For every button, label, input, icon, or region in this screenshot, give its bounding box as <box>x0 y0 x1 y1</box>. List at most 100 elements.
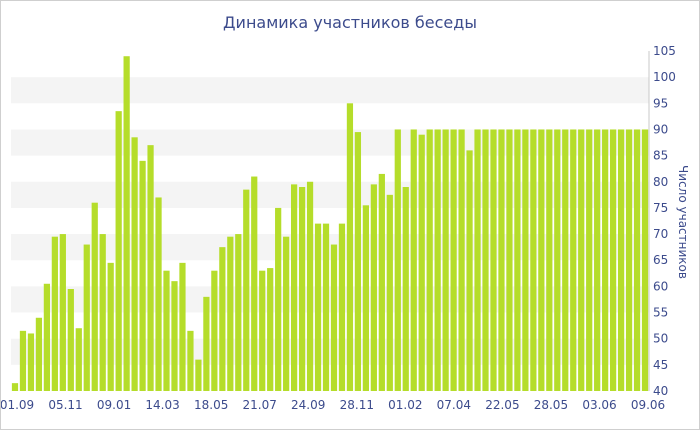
y-tick-label: 75 <box>653 201 668 215</box>
bar <box>498 129 505 391</box>
bar <box>51 236 58 391</box>
bar <box>107 262 114 391</box>
bar <box>362 205 369 391</box>
bar <box>450 129 457 391</box>
bar <box>99 234 106 391</box>
bar <box>402 187 409 391</box>
y-tick-label: 40 <box>653 384 668 398</box>
bar <box>43 283 50 391</box>
bar <box>187 330 194 391</box>
bar <box>418 134 425 391</box>
bar <box>298 187 306 391</box>
chart-title: Динамика участников беседы <box>223 13 477 32</box>
grid-band <box>11 77 649 104</box>
y-tick-label: 60 <box>653 279 668 293</box>
x-tick-label: 24.09 <box>291 398 325 412</box>
bar <box>275 207 282 391</box>
bar <box>394 129 401 391</box>
x-tick-label: 28.05 <box>534 398 568 412</box>
bar <box>227 236 234 391</box>
bar <box>633 129 641 391</box>
bar <box>617 129 625 391</box>
bar <box>586 129 593 391</box>
x-tick-label: 28.11 <box>340 398 374 412</box>
bar <box>346 103 354 391</box>
y-tick-label: 105 <box>653 44 676 58</box>
x-tick-label: 07.04 <box>437 398 471 412</box>
bar <box>155 197 162 391</box>
x-tick-label: 09.06 <box>631 398 665 412</box>
bar <box>562 129 569 391</box>
bar <box>370 184 377 391</box>
bar <box>322 223 330 391</box>
bar <box>466 150 473 391</box>
bar <box>482 129 489 391</box>
bar <box>426 129 433 391</box>
bar <box>514 129 521 391</box>
bar <box>283 236 290 391</box>
bar <box>179 262 186 391</box>
bar <box>546 129 553 391</box>
bar <box>115 111 122 392</box>
grid-band <box>11 338 649 365</box>
bar <box>538 129 545 391</box>
bar <box>171 281 178 391</box>
bar <box>641 129 649 391</box>
bar <box>147 145 154 391</box>
bar <box>386 194 393 391</box>
bar <box>458 129 465 391</box>
x-tick-label: 01.02 <box>388 398 422 412</box>
grid-band <box>11 181 649 208</box>
x-tick-label: 03.06 <box>582 398 616 412</box>
x-tick-label: 18.05 <box>194 398 228 412</box>
bar <box>35 317 43 391</box>
bar <box>506 129 513 391</box>
x-tick-label: 22.05 <box>485 398 519 412</box>
bar <box>554 129 561 391</box>
bar <box>625 129 633 391</box>
bar <box>434 129 441 391</box>
bar <box>330 244 338 391</box>
bar <box>490 129 497 391</box>
bar <box>211 270 218 391</box>
grid-band <box>11 129 649 156</box>
grid-band <box>11 234 649 261</box>
bar <box>219 247 226 391</box>
bar <box>474 129 481 391</box>
bar <box>594 129 601 391</box>
bar <box>139 160 146 391</box>
x-tick-label: 14.03 <box>145 398 179 412</box>
bar <box>602 129 609 391</box>
x-tick-label: 01.09 <box>1 398 34 412</box>
bar <box>123 56 130 391</box>
x-tick-label: 05.11 <box>48 398 82 412</box>
bar <box>131 137 138 391</box>
y-tick-label: 80 <box>653 175 668 189</box>
bar <box>530 129 537 391</box>
bar <box>570 129 577 391</box>
bar <box>314 223 322 391</box>
bar <box>27 333 35 391</box>
y-tick-label: 85 <box>653 149 668 163</box>
bar <box>195 359 202 391</box>
y-tick-label: 90 <box>653 122 668 136</box>
bar <box>203 296 210 391</box>
bar <box>578 129 585 391</box>
bar <box>378 173 385 391</box>
bar <box>251 176 258 391</box>
bar <box>267 268 274 391</box>
y-tick-label: 70 <box>653 227 668 241</box>
bar <box>91 202 98 391</box>
bar <box>354 132 362 391</box>
bar <box>410 129 417 391</box>
bar <box>610 129 617 391</box>
bar <box>291 184 298 391</box>
bar <box>306 181 314 391</box>
y-tick-label: 100 <box>653 70 676 84</box>
bar <box>442 129 449 391</box>
bar <box>338 223 346 391</box>
bar <box>11 383 19 391</box>
y-tick-label: 55 <box>653 306 668 320</box>
